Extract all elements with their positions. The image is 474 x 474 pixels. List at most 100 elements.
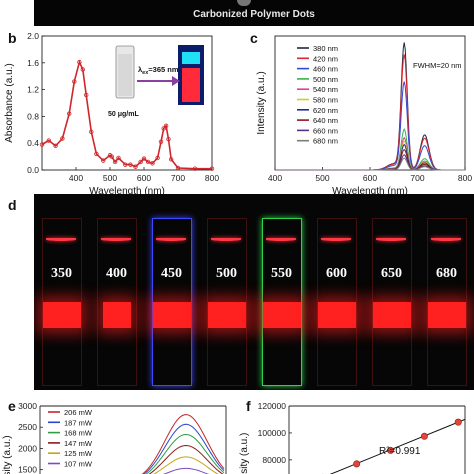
- absorbance-point: [158, 139, 164, 145]
- vial-wavelength-label: 550: [271, 266, 292, 281]
- legend-label: 420 nm: [313, 54, 338, 63]
- y-tick-label: 1500: [18, 465, 37, 474]
- spectrum-line: [153, 456, 219, 474]
- spectrum-line: [148, 444, 224, 474]
- x-tick-label: 400: [69, 173, 83, 183]
- vial-outline: [206, 218, 247, 386]
- legend-label: 107 mW: [64, 460, 93, 469]
- spectrum-line: [163, 467, 209, 474]
- panel-label-f: f: [246, 398, 251, 414]
- legend-label: 680 nm: [313, 137, 338, 146]
- absorbance-point: [192, 166, 198, 171]
- y-tick-label: 2.0: [27, 31, 39, 41]
- vial: 680: [423, 194, 471, 390]
- meniscus-glow: [430, 238, 461, 241]
- vial-outline: [426, 218, 467, 386]
- vial-uv-red-glow: [182, 68, 200, 102]
- absorbance-point: [109, 154, 114, 159]
- y-tick-label: 1.6: [27, 58, 39, 68]
- vial-wavelength-label: 680: [436, 266, 457, 281]
- vial: 350: [38, 194, 86, 390]
- legend-label: 380 nm: [313, 44, 338, 53]
- chart-b: λex=365 nm 50 μg/mL 400 500 600 700 800 0.0 0.…: [4, 31, 219, 194]
- emission-glow: [262, 302, 301, 328]
- legend-label: 540 nm: [313, 85, 338, 94]
- y-tick-label: 0.4: [27, 138, 39, 148]
- vial: 450: [148, 194, 196, 390]
- legend-label: 580 nm: [313, 96, 338, 105]
- data-point: [353, 460, 361, 468]
- x-tick-label: 500: [315, 173, 329, 183]
- y-axis-label: Intensity (a.u.): [256, 71, 267, 134]
- y-tick-label: 2500: [18, 422, 37, 432]
- inset-b: λex=365 nm 50 μg/mL: [108, 45, 204, 118]
- absorbance-point: [83, 92, 89, 98]
- meniscus-glow: [375, 238, 406, 241]
- absorbance-point: [161, 126, 166, 131]
- spectrum-line: [370, 157, 465, 171]
- fwhm-annotation: FWHM=20 nm: [413, 61, 462, 70]
- absorbance-point: [166, 136, 171, 142]
- meniscus-glow: [210, 238, 241, 241]
- absorbance-point: [89, 129, 94, 135]
- absorbance-point: [116, 155, 121, 161]
- absorbance-point: [46, 138, 51, 143]
- absorbance-point: [155, 155, 160, 161]
- plot-frame: [274, 35, 466, 171]
- absorbance-point: [133, 164, 138, 169]
- emission-glow: [317, 302, 356, 328]
- absorbance-point: [94, 151, 99, 157]
- chart-c: 400 500 600 700 800 Wavelength (nm) Intensity …: [256, 35, 472, 194]
- absorbance-point: [77, 59, 82, 65]
- absorbance-point: [145, 159, 151, 165]
- panel-label-d: d: [8, 197, 17, 213]
- meniscus-glow: [45, 238, 76, 241]
- vial-outline: [371, 218, 412, 386]
- plot-frame: [41, 35, 213, 171]
- r-squared-annotation: R²=0.991: [379, 446, 421, 457]
- absorbance-point: [112, 159, 118, 165]
- emission-glow: [152, 302, 191, 328]
- y-tick-label: 2000: [18, 443, 37, 453]
- vial-outline: [96, 218, 137, 386]
- legend-label: 187 mW: [64, 418, 93, 427]
- absorbance-point: [163, 123, 169, 128]
- spectrum-line: [145, 433, 225, 474]
- absorbance-point: [80, 67, 85, 72]
- legend-label: 500 nm: [313, 75, 338, 84]
- y-tick-label: 0.8: [27, 111, 39, 121]
- x-tick-label: 600: [137, 173, 151, 183]
- vial-outline: [151, 218, 192, 386]
- spectrum-line: [143, 423, 225, 474]
- excitation-label: λex=365 nm: [138, 65, 179, 76]
- emission-glow: [207, 302, 246, 328]
- absorbance-point: [209, 166, 215, 171]
- spectrum-line: [370, 140, 465, 171]
- vial: 400: [93, 194, 141, 390]
- arrow-head: [172, 76, 180, 86]
- absorbance-point: [150, 161, 155, 166]
- vial-wavelength-label: 600: [326, 266, 347, 281]
- x-tick-label: 500: [103, 173, 117, 183]
- emission-glow: [42, 302, 81, 328]
- x-tick-label: 600: [363, 173, 377, 183]
- absorbance-point: [53, 143, 58, 149]
- panel-d-photo: 350 400 450 500 550 600 650 680: [34, 194, 474, 390]
- spectrum-line: [370, 143, 465, 171]
- vial-wavelength-label: 650: [381, 266, 402, 281]
- spectrum-line: [370, 54, 465, 171]
- panel-label-e: e: [8, 398, 16, 414]
- x-tick-label: 400: [268, 173, 282, 183]
- vial-outline: [261, 218, 302, 386]
- spectrum-line: [141, 414, 225, 474]
- data-point: [454, 418, 462, 426]
- absorbance-point: [66, 111, 72, 116]
- absorbance-line: [41, 59, 212, 170]
- absorbance-point: [168, 157, 174, 162]
- vial-wavelength-label: 350: [51, 266, 72, 281]
- meniscus-glow: [100, 238, 131, 241]
- x-tick-label: 700: [171, 173, 185, 183]
- vial-daylight-liquid: [118, 54, 132, 96]
- panel-a-caption: Carbonized Polymer Dots: [193, 9, 315, 20]
